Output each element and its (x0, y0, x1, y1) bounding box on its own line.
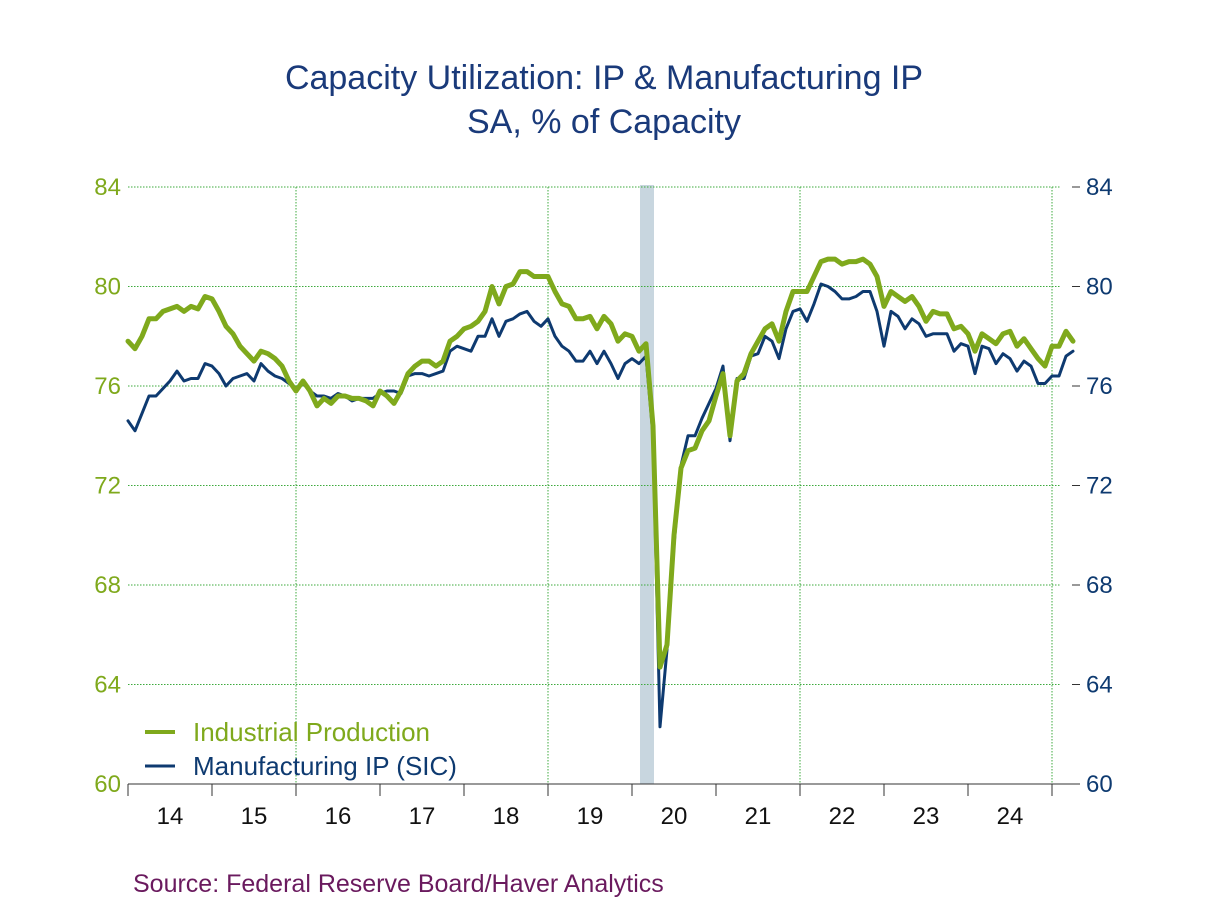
series-line-manufacturing-ip (126, 282, 1075, 729)
legend: Industrial Production Manufacturing IP (S… (145, 717, 457, 781)
x-tick-label: 21 (745, 803, 772, 830)
right-axis-label: 76 (1086, 373, 1113, 400)
left-axis-label: 72 (94, 473, 121, 500)
right-axis-label: 72 (1086, 473, 1113, 500)
legend-label: Manufacturing IP (SIC) (193, 751, 457, 781)
x-tick-label: 24 (997, 803, 1024, 830)
x-tick-label: 18 (493, 803, 520, 830)
x-tick-label: 14 (157, 803, 184, 830)
x-tick-label: 22 (829, 803, 856, 830)
x-tick-label: 17 (409, 803, 436, 830)
right-axis-labels: 60 64 68 72 76 80 84 (1086, 174, 1113, 798)
source-note: Source: Federal Reserve Board/Haver Anal… (133, 870, 664, 898)
left-axis-label: 64 (94, 672, 121, 699)
x-tick-label: 19 (577, 803, 604, 830)
recession-shade (640, 185, 654, 784)
chart-subtitle: SA, % of Capacity (466, 103, 741, 141)
x-tick-label: 23 (913, 803, 940, 830)
legend-label: Industrial Production (193, 717, 430, 747)
chart-title: Capacity Utilization: IP & Manufacturing… (284, 59, 924, 97)
right-axis-label: 68 (1086, 572, 1113, 599)
right-axis-label: 64 (1086, 672, 1113, 699)
left-axis-label: 76 (94, 373, 121, 400)
left-axis-label: 60 (94, 771, 121, 798)
right-axis-label: 60 (1086, 771, 1113, 798)
left-axis-label: 80 (94, 274, 121, 301)
right-axis-label: 84 (1086, 174, 1113, 201)
series-line-industrial-production (125, 256, 1076, 670)
right-axis-label: 80 (1086, 274, 1113, 301)
left-axis-label: 84 (94, 174, 121, 201)
x-tick-labels: 14 15 16 17 18 19 20 21 22 23 24 (157, 803, 1024, 830)
x-tick-label: 16 (325, 803, 352, 830)
left-axis-labels: 60 64 68 72 76 80 84 (94, 174, 121, 798)
x-tick-label: 20 (661, 803, 688, 830)
left-axis-label: 68 (94, 572, 121, 599)
x-tick-label: 15 (241, 803, 268, 830)
